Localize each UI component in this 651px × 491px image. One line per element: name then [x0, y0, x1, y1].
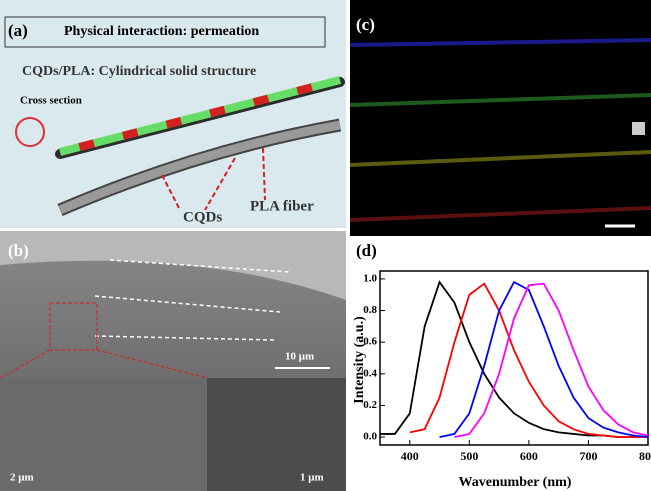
y-tick-label: 1.0 [363, 272, 377, 284]
scale-text: 10 μm [285, 351, 314, 363]
y-axis-label: Intensity (a.u.) [352, 316, 367, 404]
series-line [440, 282, 648, 437]
figure: (a) Physical interaction: permeation CQD… [0, 0, 651, 491]
inset-right [207, 378, 346, 491]
subtitle: CQDs/PLA: Cylindrical solid structure [22, 64, 256, 79]
panel-label: (b) [8, 241, 29, 260]
x-tick-label: 400 [401, 449, 419, 463]
panel-label: (d) [356, 241, 377, 260]
marker [632, 122, 645, 135]
chart: (d) Intensity (a.u.) Wavenumber (nm) 0.0… [352, 241, 651, 490]
panel-label: (a) [8, 21, 28, 40]
series-line [410, 284, 648, 437]
scale-text: 2 μm [10, 472, 34, 484]
x-tick-label: 700 [579, 449, 597, 463]
fiber-label: PLA fiber [250, 198, 314, 214]
y-tick-label: 0.0 [363, 431, 377, 443]
cross-section-label: Cross section [20, 95, 82, 107]
y-tick-label: 0.6 [363, 336, 377, 348]
panel-label: (c) [356, 15, 375, 34]
x-tick-label: 500 [460, 449, 478, 463]
panel-title: Physical interaction: permeation [64, 24, 259, 39]
y-tick-label: 0.2 [363, 399, 377, 411]
y-tick-label: 0.4 [363, 367, 377, 379]
scale-text: 1 μm [300, 472, 324, 484]
y-tick-label: 0.8 [363, 304, 377, 316]
x-tick-label: 600 [520, 449, 538, 463]
cqds-label: CQDs [183, 209, 222, 225]
plot-frame [380, 271, 648, 445]
x-tick-label: 800 [639, 449, 651, 463]
panel-c-bg [350, 0, 651, 236]
page: {"panel_a":{"label":"(a)","title":"Physi… [0, 0, 651, 491]
x-axis-label: Wavenumber (nm) [459, 475, 572, 490]
